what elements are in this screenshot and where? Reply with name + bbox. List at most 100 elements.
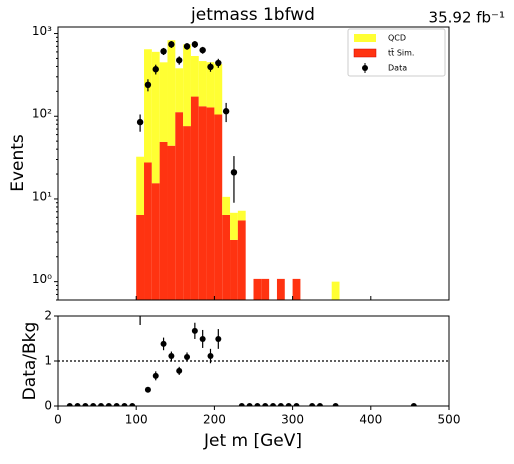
data-point [199, 46, 206, 54]
ratio-point [121, 403, 128, 406]
ratio-point [168, 353, 175, 360]
hist-bar [144, 49, 152, 163]
hist-bar [331, 281, 340, 300]
ratio-point [129, 403, 136, 406]
ratio-point [176, 367, 183, 374]
ratio-point [184, 353, 191, 360]
ratio-point [262, 403, 269, 406]
hist-bar [144, 162, 152, 300]
hist-bar [237, 210, 246, 221]
hist-bar [276, 278, 285, 300]
ratio-point [160, 340, 167, 347]
x-tick-label: 300 [281, 413, 304, 427]
data-point [191, 41, 199, 48]
hist-bar [190, 56, 199, 97]
ratio-point [246, 403, 253, 406]
ratio-point [105, 403, 112, 406]
hist-bar [183, 44, 191, 127]
ratio-point [113, 403, 120, 406]
axes-frame [57, 26, 450, 301]
data-point [215, 59, 222, 67]
data-point [222, 108, 230, 115]
legend-swatch [353, 48, 377, 58]
ratio-point [191, 327, 198, 334]
hist-bar [159, 141, 168, 300]
ratio-area [58, 316, 449, 406]
hist-bar [222, 196, 231, 215]
hist-bar [183, 126, 191, 300]
hist-bar [167, 40, 176, 146]
legend-label: QCD [388, 34, 406, 43]
luminosity: 35.92 fb⁻¹ [429, 9, 505, 27]
ratio-point [293, 403, 300, 406]
x-tick-label: 200 [203, 413, 226, 427]
hist-bar [237, 220, 246, 300]
data-point [230, 169, 238, 176]
x-axis-label: Jet m [GeV] [203, 431, 302, 451]
hist-bar [206, 107, 215, 300]
hist-bar [175, 68, 184, 113]
x-tick-label: 500 [438, 413, 461, 427]
data-point [168, 41, 175, 48]
data-point [144, 81, 152, 89]
data-point [152, 66, 159, 73]
ratio-point [332, 403, 339, 406]
y-tick-label: 0 [44, 399, 52, 413]
ratio-point [309, 403, 316, 406]
ratio-point [66, 403, 73, 406]
hist-bar [136, 214, 145, 300]
ratio-point [82, 403, 89, 406]
legend-label: tt̄ Sim. [388, 47, 414, 57]
data-point [160, 48, 167, 55]
hist-bar [253, 278, 262, 300]
y-axis-label: Events [8, 134, 28, 192]
ratio-point [144, 386, 151, 393]
y-tick-label: 10¹ [32, 189, 52, 203]
ratio-point [270, 403, 277, 406]
data-point [183, 43, 191, 50]
hist-bar [292, 278, 301, 300]
ratio-point [254, 403, 261, 406]
y-tick-label: 10³ [32, 24, 52, 38]
hist-bar [151, 51, 160, 184]
hist-bar [222, 214, 231, 300]
hist-bar [151, 183, 160, 300]
ratio-y-axis-label: Data/Bkg [20, 322, 40, 401]
hist-bar [175, 112, 184, 300]
y-tick-label: 10⁰ [32, 272, 52, 286]
ratio-point [215, 335, 222, 342]
data-point [207, 63, 214, 71]
ratio-point [90, 403, 97, 406]
hist-bar [198, 61, 207, 107]
ratio-point [285, 403, 292, 406]
ratio-point [207, 353, 214, 360]
hist-bar [167, 145, 176, 300]
data-point [136, 118, 144, 126]
ratio-point [277, 403, 284, 406]
hist-bar [214, 64, 223, 115]
data-point [176, 57, 183, 64]
hist-bar [198, 106, 207, 300]
legend-swatch [354, 34, 376, 42]
ratio-point [98, 403, 105, 406]
ratio-point [410, 403, 417, 406]
plot-area [136, 40, 340, 300]
hist-bar [230, 239, 238, 300]
x-tick-label: 0 [54, 413, 62, 427]
hist-bar [159, 62, 168, 142]
ratio-point [152, 372, 159, 379]
chart-title: jetmass 1bfwd [190, 5, 315, 25]
hist-bar [190, 96, 199, 300]
hist-bar [136, 156, 145, 215]
legend-label: Data [388, 64, 407, 73]
hist-bar [214, 114, 223, 300]
hist-bar [230, 212, 238, 240]
ratio-point [74, 403, 81, 406]
legend-marker [362, 65, 368, 71]
ratio-point [316, 403, 323, 406]
y-tick-label: 1 [44, 354, 52, 368]
ratio-point [238, 403, 245, 406]
y-tick-label: 2 [44, 309, 52, 323]
x-tick-label: 100 [125, 413, 148, 427]
